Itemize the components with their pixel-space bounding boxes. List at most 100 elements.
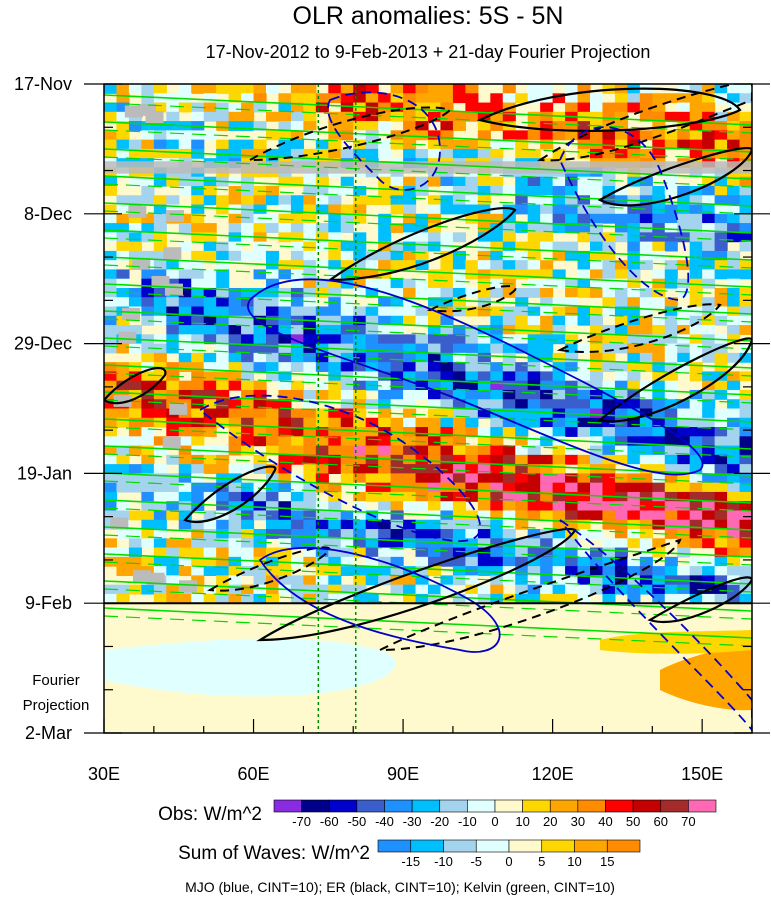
anomaly-cell	[614, 454, 628, 465]
anomaly-cell	[253, 417, 267, 428]
anomaly-cell	[552, 325, 566, 335]
anomaly-cell	[378, 334, 392, 345]
anomaly-cell	[639, 195, 653, 206]
anomaly-cell	[702, 399, 716, 410]
anomaly-cell	[116, 223, 130, 233]
anomaly-cell	[515, 334, 529, 345]
anomaly-cell	[278, 417, 292, 428]
anomaly-cell	[540, 371, 554, 382]
anomaly-cell	[590, 232, 604, 243]
anomaly-cell	[627, 287, 641, 298]
anomaly-cell	[614, 232, 628, 243]
anomaly-cell	[428, 371, 442, 382]
anomaly-cell	[290, 213, 304, 224]
anomaly-cell	[664, 297, 678, 308]
anomaly-cell	[216, 371, 230, 382]
anomaly-cell	[639, 334, 653, 345]
projection-positive-area	[660, 640, 752, 711]
anomaly-cell	[253, 436, 267, 447]
anomaly-cell	[577, 575, 591, 586]
anomaly-cell	[278, 547, 292, 558]
anomaly-cell	[415, 148, 429, 159]
anomaly-cell	[627, 139, 641, 150]
anomaly-cell	[689, 343, 703, 354]
anomaly-cell	[465, 556, 479, 567]
anomaly-cell	[353, 427, 367, 437]
anomaly-cell	[465, 464, 479, 474]
anomaly-cell	[540, 427, 554, 437]
anomaly-cell	[191, 566, 205, 576]
anomaly-cell	[614, 529, 628, 539]
anomaly-cell	[191, 334, 205, 345]
anomaly-cell	[315, 204, 329, 215]
anomaly-cell	[440, 529, 454, 539]
anomaly-cell	[477, 223, 491, 233]
anomaly-cell	[241, 491, 255, 502]
anomaly-cell	[403, 593, 417, 604]
anomaly-cell	[116, 269, 130, 280]
anomaly-cell	[141, 315, 155, 326]
anomaly-cell	[502, 306, 516, 317]
anomaly-cell	[428, 529, 442, 539]
anomaly-cell	[477, 325, 491, 335]
anomaly-cell	[241, 593, 255, 604]
anomaly-cell	[353, 529, 367, 539]
anomaly-cell	[677, 195, 691, 206]
anomaly-cell	[104, 473, 118, 484]
anomaly-cell	[440, 380, 454, 391]
anomaly-cell	[639, 584, 653, 595]
anomaly-cell	[390, 399, 404, 410]
anomaly-cell	[677, 473, 691, 484]
anomaly-cell	[365, 260, 379, 271]
anomaly-cell	[303, 250, 317, 261]
anomaly-cell	[502, 389, 516, 400]
anomaly-cell	[116, 84, 130, 94]
anomaly-cell	[714, 389, 728, 400]
anomaly-cell	[328, 334, 342, 345]
anomaly-cell	[353, 519, 367, 530]
anomaly-cell	[153, 529, 167, 539]
anomaly-cell	[128, 389, 142, 400]
anomaly-cell	[664, 519, 678, 530]
anomaly-cell	[340, 315, 354, 326]
anomaly-cell	[228, 556, 242, 567]
anomaly-cell	[241, 417, 255, 428]
anomaly-cell	[128, 223, 142, 233]
anomaly-cell	[390, 352, 404, 363]
anomaly-cell	[128, 473, 142, 484]
anomaly-cell	[540, 491, 554, 502]
anomaly-cell	[490, 213, 504, 224]
anomaly-cell	[353, 315, 367, 326]
anomaly-cell	[477, 371, 491, 382]
anomaly-cell	[415, 352, 429, 363]
anomaly-cell	[664, 417, 678, 428]
anomaly-cell	[328, 139, 342, 150]
plot-frame	[103, 83, 753, 734]
anomaly-cell	[303, 427, 317, 437]
obs-colorbar-tick: -20	[430, 814, 449, 829]
anomaly-cell	[191, 250, 205, 261]
mjo-contour	[198, 394, 482, 542]
anomaly-cell	[128, 436, 142, 447]
anomaly-cell	[303, 325, 317, 335]
anomaly-cell	[590, 176, 604, 187]
anomaly-cell	[440, 482, 454, 493]
anomaly-cell	[266, 566, 280, 576]
anomaly-cell	[153, 501, 167, 512]
anomaly-cell	[241, 556, 255, 567]
anomaly-cell	[328, 445, 342, 456]
anomaly-cell	[228, 362, 242, 373]
anomaly-cell	[602, 436, 616, 447]
anomaly-cell	[104, 204, 118, 215]
anomaly-cell	[116, 195, 130, 206]
anomaly-cell	[328, 269, 342, 280]
anomaly-cell	[315, 538, 329, 549]
anomaly-cell	[378, 148, 392, 159]
anomaly-cell	[714, 352, 728, 363]
anomaly-cell	[540, 306, 554, 317]
anomaly-cell	[104, 380, 118, 391]
anomaly-cell	[178, 593, 192, 604]
anomaly-cell	[353, 306, 367, 317]
anomaly-cell	[290, 380, 304, 391]
anomaly-cell	[440, 584, 454, 595]
